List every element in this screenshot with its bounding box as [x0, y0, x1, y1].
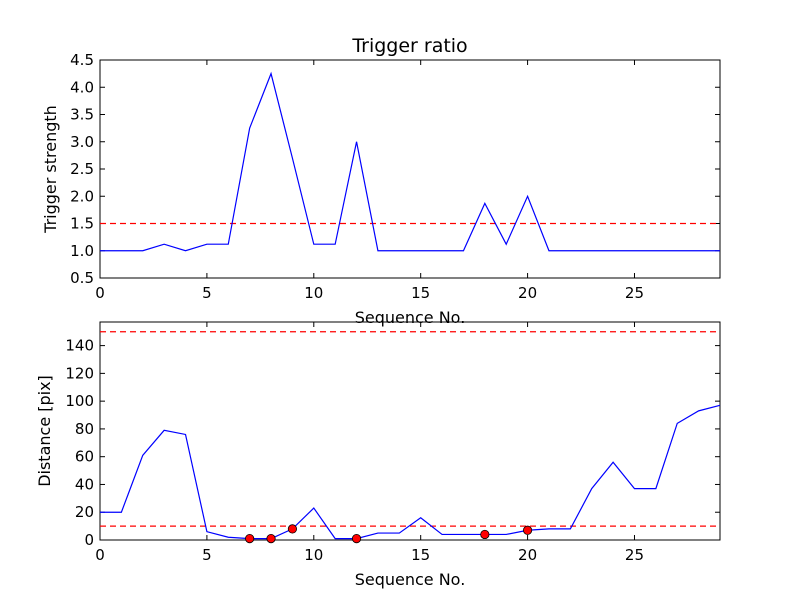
trigger-marker [266, 534, 276, 544]
y-tick-label: 1.0 [70, 242, 94, 260]
y-tick-label: 40 [75, 475, 94, 493]
x-tick-label: 5 [202, 546, 212, 564]
x-tick-label: 25 [625, 284, 644, 302]
x-tick-label: 15 [411, 284, 430, 302]
x-tick-label: 20 [518, 284, 537, 302]
series-line [100, 404, 721, 540]
y-tick-label: 4.5 [70, 51, 94, 69]
trigger-marker [480, 529, 490, 540]
y-axis-label: Trigger strength [41, 105, 60, 234]
x-tick-label: 0 [95, 546, 105, 564]
y-tick-label: 120 [65, 364, 94, 382]
chart-title: Trigger ratio [351, 35, 467, 57]
trigger-marker [245, 534, 255, 544]
x-tick-label: 25 [625, 546, 644, 564]
y-tick-label: 2.0 [70, 187, 94, 205]
trigger-marker [351, 534, 362, 544]
y-tick-label: 3.0 [70, 133, 94, 151]
plot-frame [99, 59, 721, 279]
x-axis-label: Sequence No. [355, 308, 466, 327]
y-tick-label: 1.5 [70, 215, 94, 233]
y-tick-label: 0 [84, 531, 94, 549]
trigger-marker [522, 525, 533, 535]
y-tick-label: 100 [65, 392, 94, 410]
y-tick-label: 20 [75, 503, 94, 521]
x-tick-label: 10 [304, 284, 323, 302]
y-tick-label: 140 [65, 337, 94, 355]
y-axis-label: Distance [pix] [35, 375, 54, 487]
y-tick-label: 3.5 [70, 106, 94, 124]
y-tick-label: 0.5 [70, 269, 94, 287]
x-tick-label: 20 [518, 546, 537, 564]
y-tick-label: 60 [75, 448, 94, 466]
chart-1 [99, 59, 721, 279]
plot-frame [99, 321, 721, 541]
x-tick-label: 15 [411, 546, 430, 564]
trigger-marker [287, 524, 298, 534]
x-axis-label: Sequence No. [355, 570, 466, 589]
y-tick-label: 4.0 [70, 78, 94, 96]
y-tick-label: 80 [75, 420, 94, 438]
series-line [100, 71, 720, 252]
x-tick-label: 0 [95, 284, 105, 302]
x-tick-label: 10 [304, 546, 323, 564]
y-tick-label: 2.5 [70, 160, 94, 178]
chart-2 [99, 321, 721, 544]
x-tick-label: 5 [202, 284, 212, 302]
